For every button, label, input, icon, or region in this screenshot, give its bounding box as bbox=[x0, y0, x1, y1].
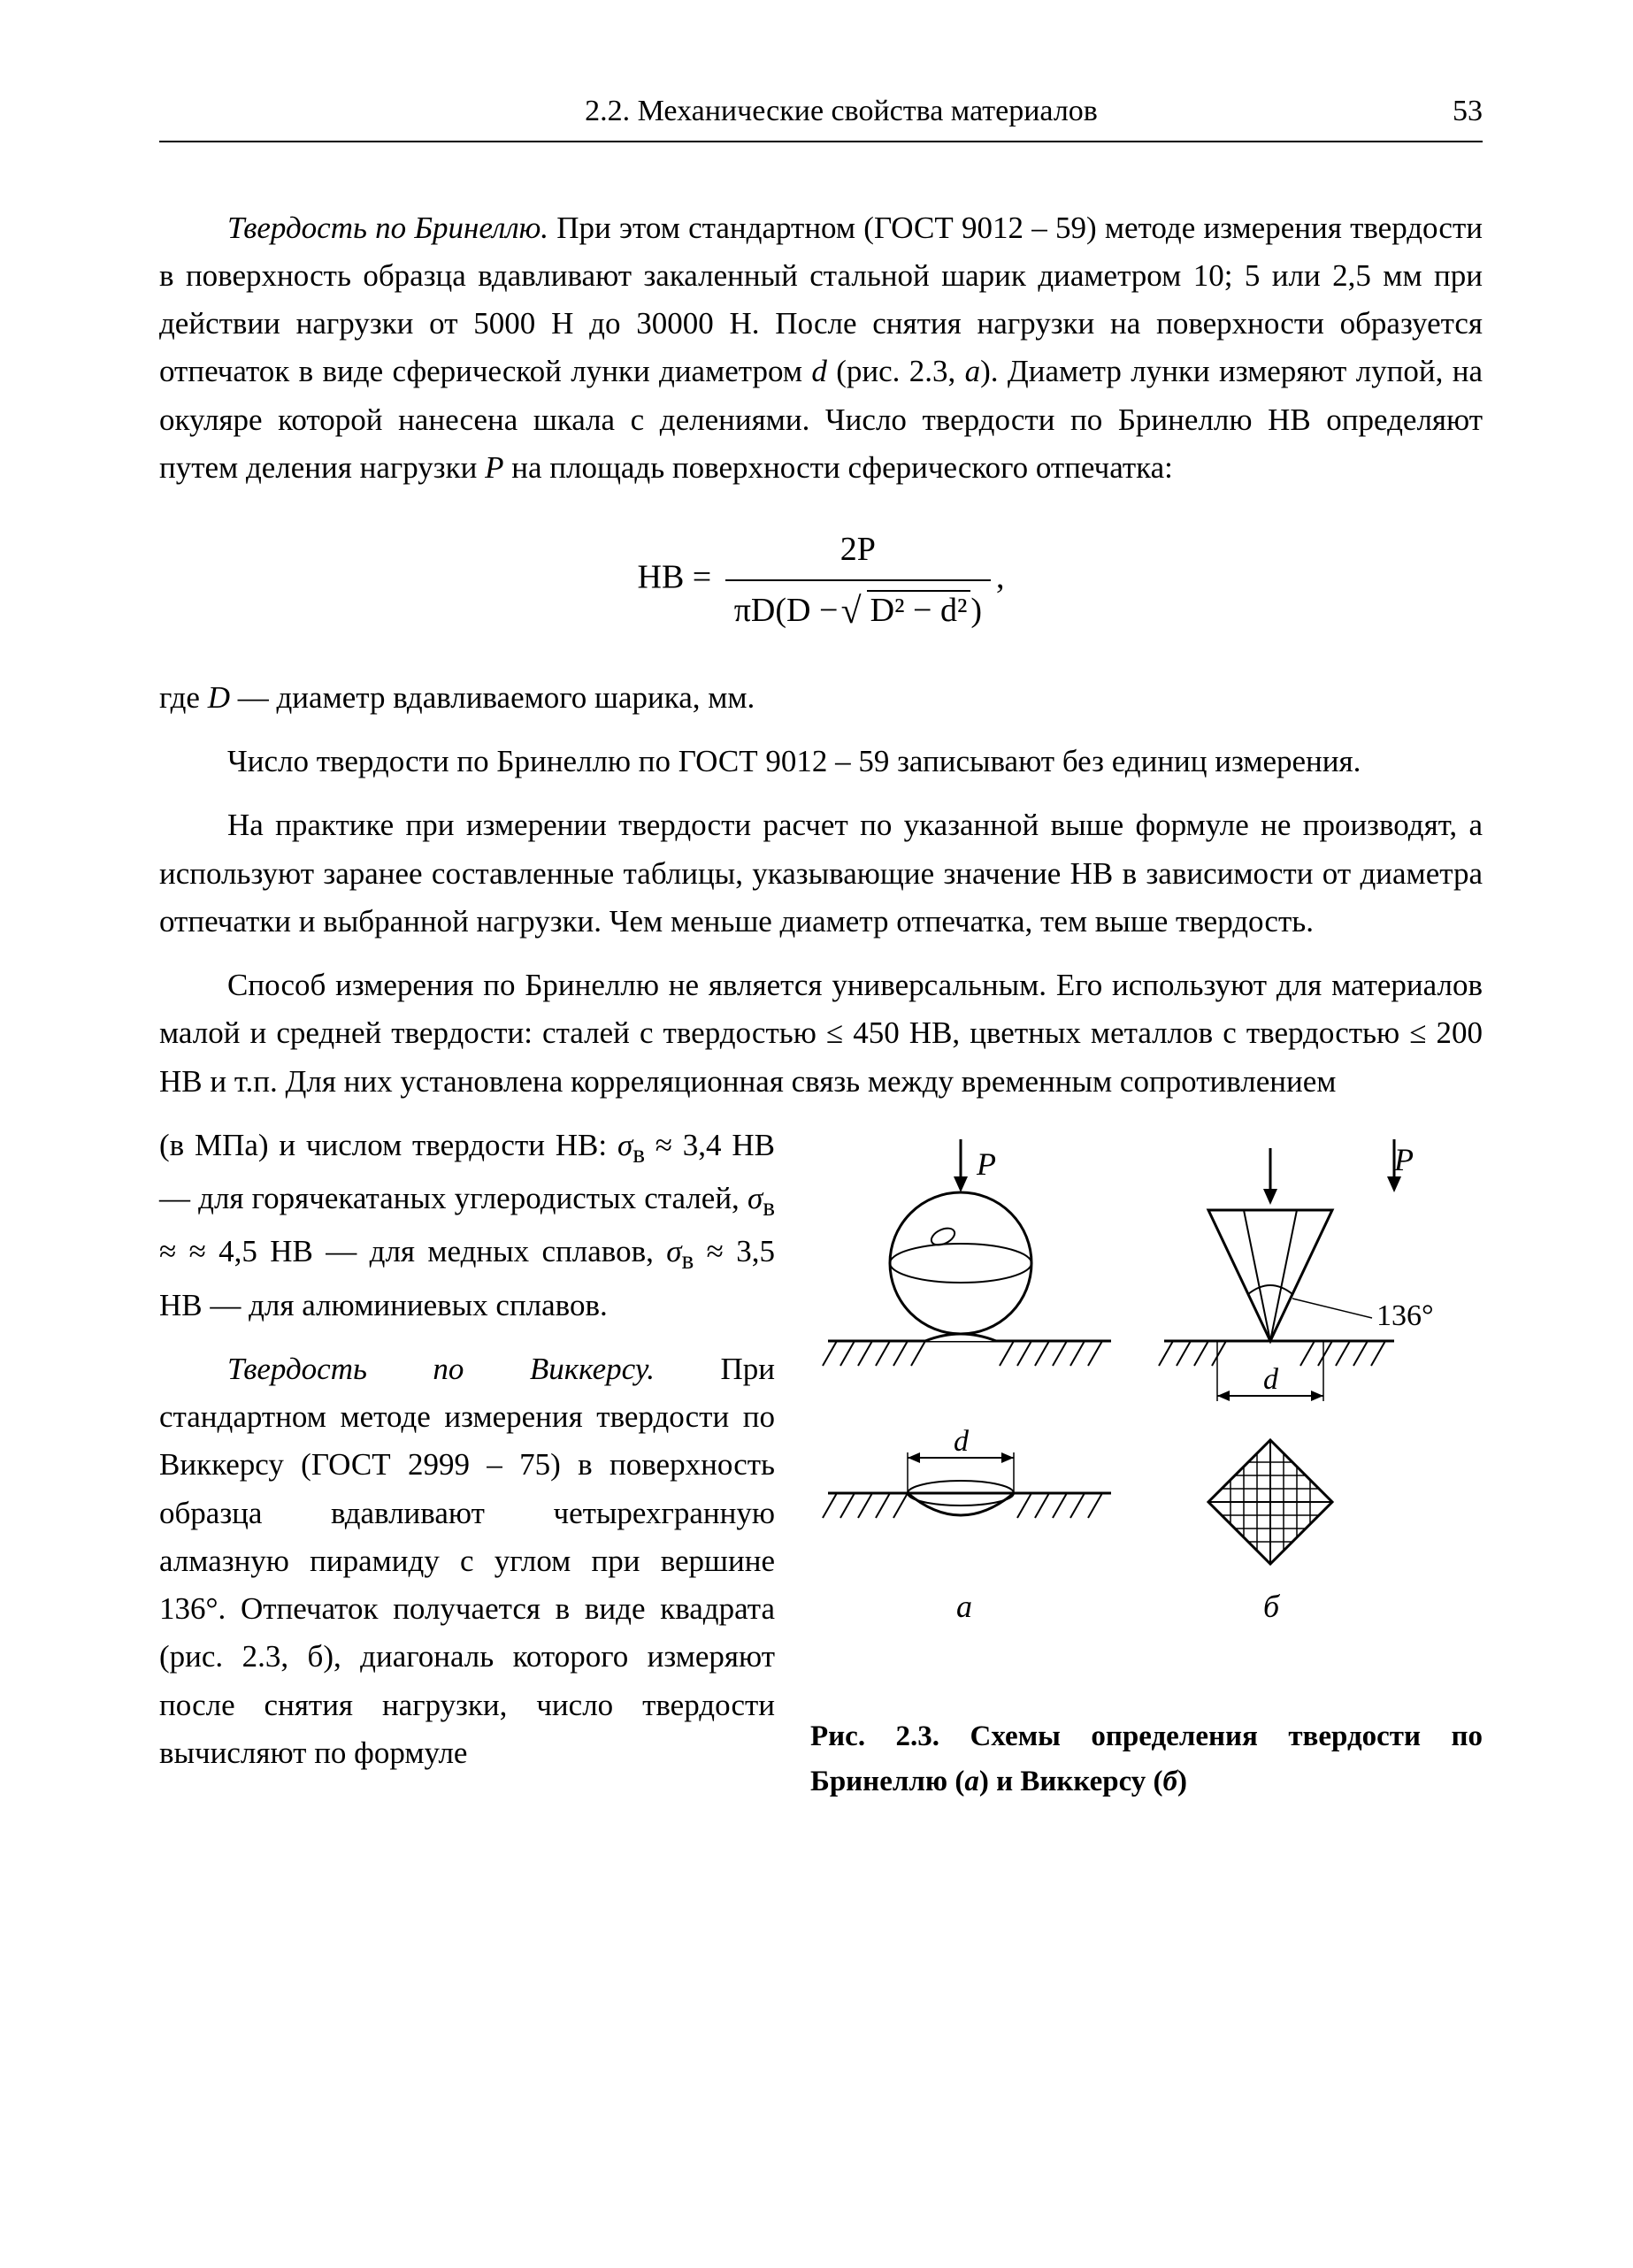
leftcol-p1: (в МПа) и числом твердости HB: σв ≈ 3,4 … bbox=[159, 1122, 775, 1329]
formula-den: πD(D − D² − d²) bbox=[725, 581, 991, 637]
page-number: 53 bbox=[1453, 88, 1483, 135]
term-vickers: Твердость по Виккерсу. bbox=[227, 1352, 655, 1386]
den-prefix: πD(D − bbox=[734, 592, 847, 629]
para-1: Твердость по Бринеллю. При этом стандарт… bbox=[159, 204, 1483, 493]
ball-upper bbox=[890, 1192, 1031, 1334]
para-2: где D — диаметр вдавливаемого шарика, мм… bbox=[159, 674, 1483, 722]
running-head: 2.2. Механические свойства материалов 53 bbox=[159, 88, 1483, 142]
formula-num: 2P bbox=[725, 524, 991, 581]
sublabel-b: б bbox=[1263, 1589, 1281, 1624]
para-1-body: При этом стандартном (ГОСТ 9012 – 59) ме… bbox=[159, 211, 1483, 485]
section-title: 2.2. Механические свойства материалов bbox=[230, 88, 1453, 135]
leftcol-p2-body: При стандартном методе измерения твердос… bbox=[159, 1352, 775, 1770]
hatch-b bbox=[1159, 1341, 1385, 1366]
hatch-upper-a bbox=[823, 1341, 1102, 1366]
label-P-b: P bbox=[1393, 1142, 1414, 1177]
label-P-a: P bbox=[976, 1146, 996, 1182]
right-column: P bbox=[810, 1122, 1483, 1804]
radicand: D² − d² bbox=[867, 590, 971, 629]
indent-upper bbox=[925, 1334, 996, 1341]
subfig-b: P bbox=[1159, 1139, 1434, 1624]
label-angle: 136° bbox=[1376, 1299, 1434, 1332]
force-arrowhead-a bbox=[954, 1176, 968, 1192]
formula-num-text: 2P bbox=[840, 531, 876, 568]
para-3: Число твердости по Бринеллю по ГОСТ 9012… bbox=[159, 738, 1483, 785]
term-brinell: Твердость по Бринеллю. bbox=[227, 211, 548, 245]
figure-2-3: P bbox=[810, 1122, 1483, 1688]
page: 2.2. Механические свойства материалов 53… bbox=[0, 0, 1633, 2268]
indent-lower-a: d bbox=[823, 1425, 1111, 1518]
ball-upper-equator bbox=[890, 1244, 1031, 1283]
left-column: (в МПа) и числом твердости HB: σв ≈ 3,4 … bbox=[159, 1122, 775, 1793]
sublabel-a: а bbox=[956, 1589, 972, 1624]
two-column: (в МПа) и числом твердости HB: σв ≈ 3,4 … bbox=[159, 1122, 1483, 1804]
para-5: Способ измерения по Бринеллю не является… bbox=[159, 962, 1483, 1106]
den-suffix: ) bbox=[970, 592, 982, 629]
label-d-b: d bbox=[1263, 1363, 1279, 1396]
figure-caption-label: Рис. 2.3. bbox=[810, 1720, 939, 1752]
subfig-a: P bbox=[823, 1139, 1111, 1624]
formula-trail: , bbox=[996, 559, 1005, 596]
para-4: На практике при измерении твердости расч… bbox=[159, 801, 1483, 946]
leftcol-p2: Твердость по Виккерсу. При стандартном м… bbox=[159, 1345, 775, 1777]
angle-leader bbox=[1292, 1299, 1372, 1318]
surface-upper-a bbox=[823, 1334, 1111, 1366]
formula-lhs: HB = bbox=[638, 559, 712, 596]
footprint bbox=[1208, 1440, 1332, 1564]
sqrt: D² − d² bbox=[847, 585, 970, 637]
formula-hb: HB = 2P πD(D − D² − d²) , bbox=[159, 524, 1483, 637]
figure-caption: Рис. 2.3. Схемы определения твердости по… bbox=[810, 1714, 1483, 1804]
formula-fraction: 2P πD(D − D² − d²) bbox=[725, 524, 991, 637]
label-d-a: d bbox=[954, 1425, 970, 1458]
